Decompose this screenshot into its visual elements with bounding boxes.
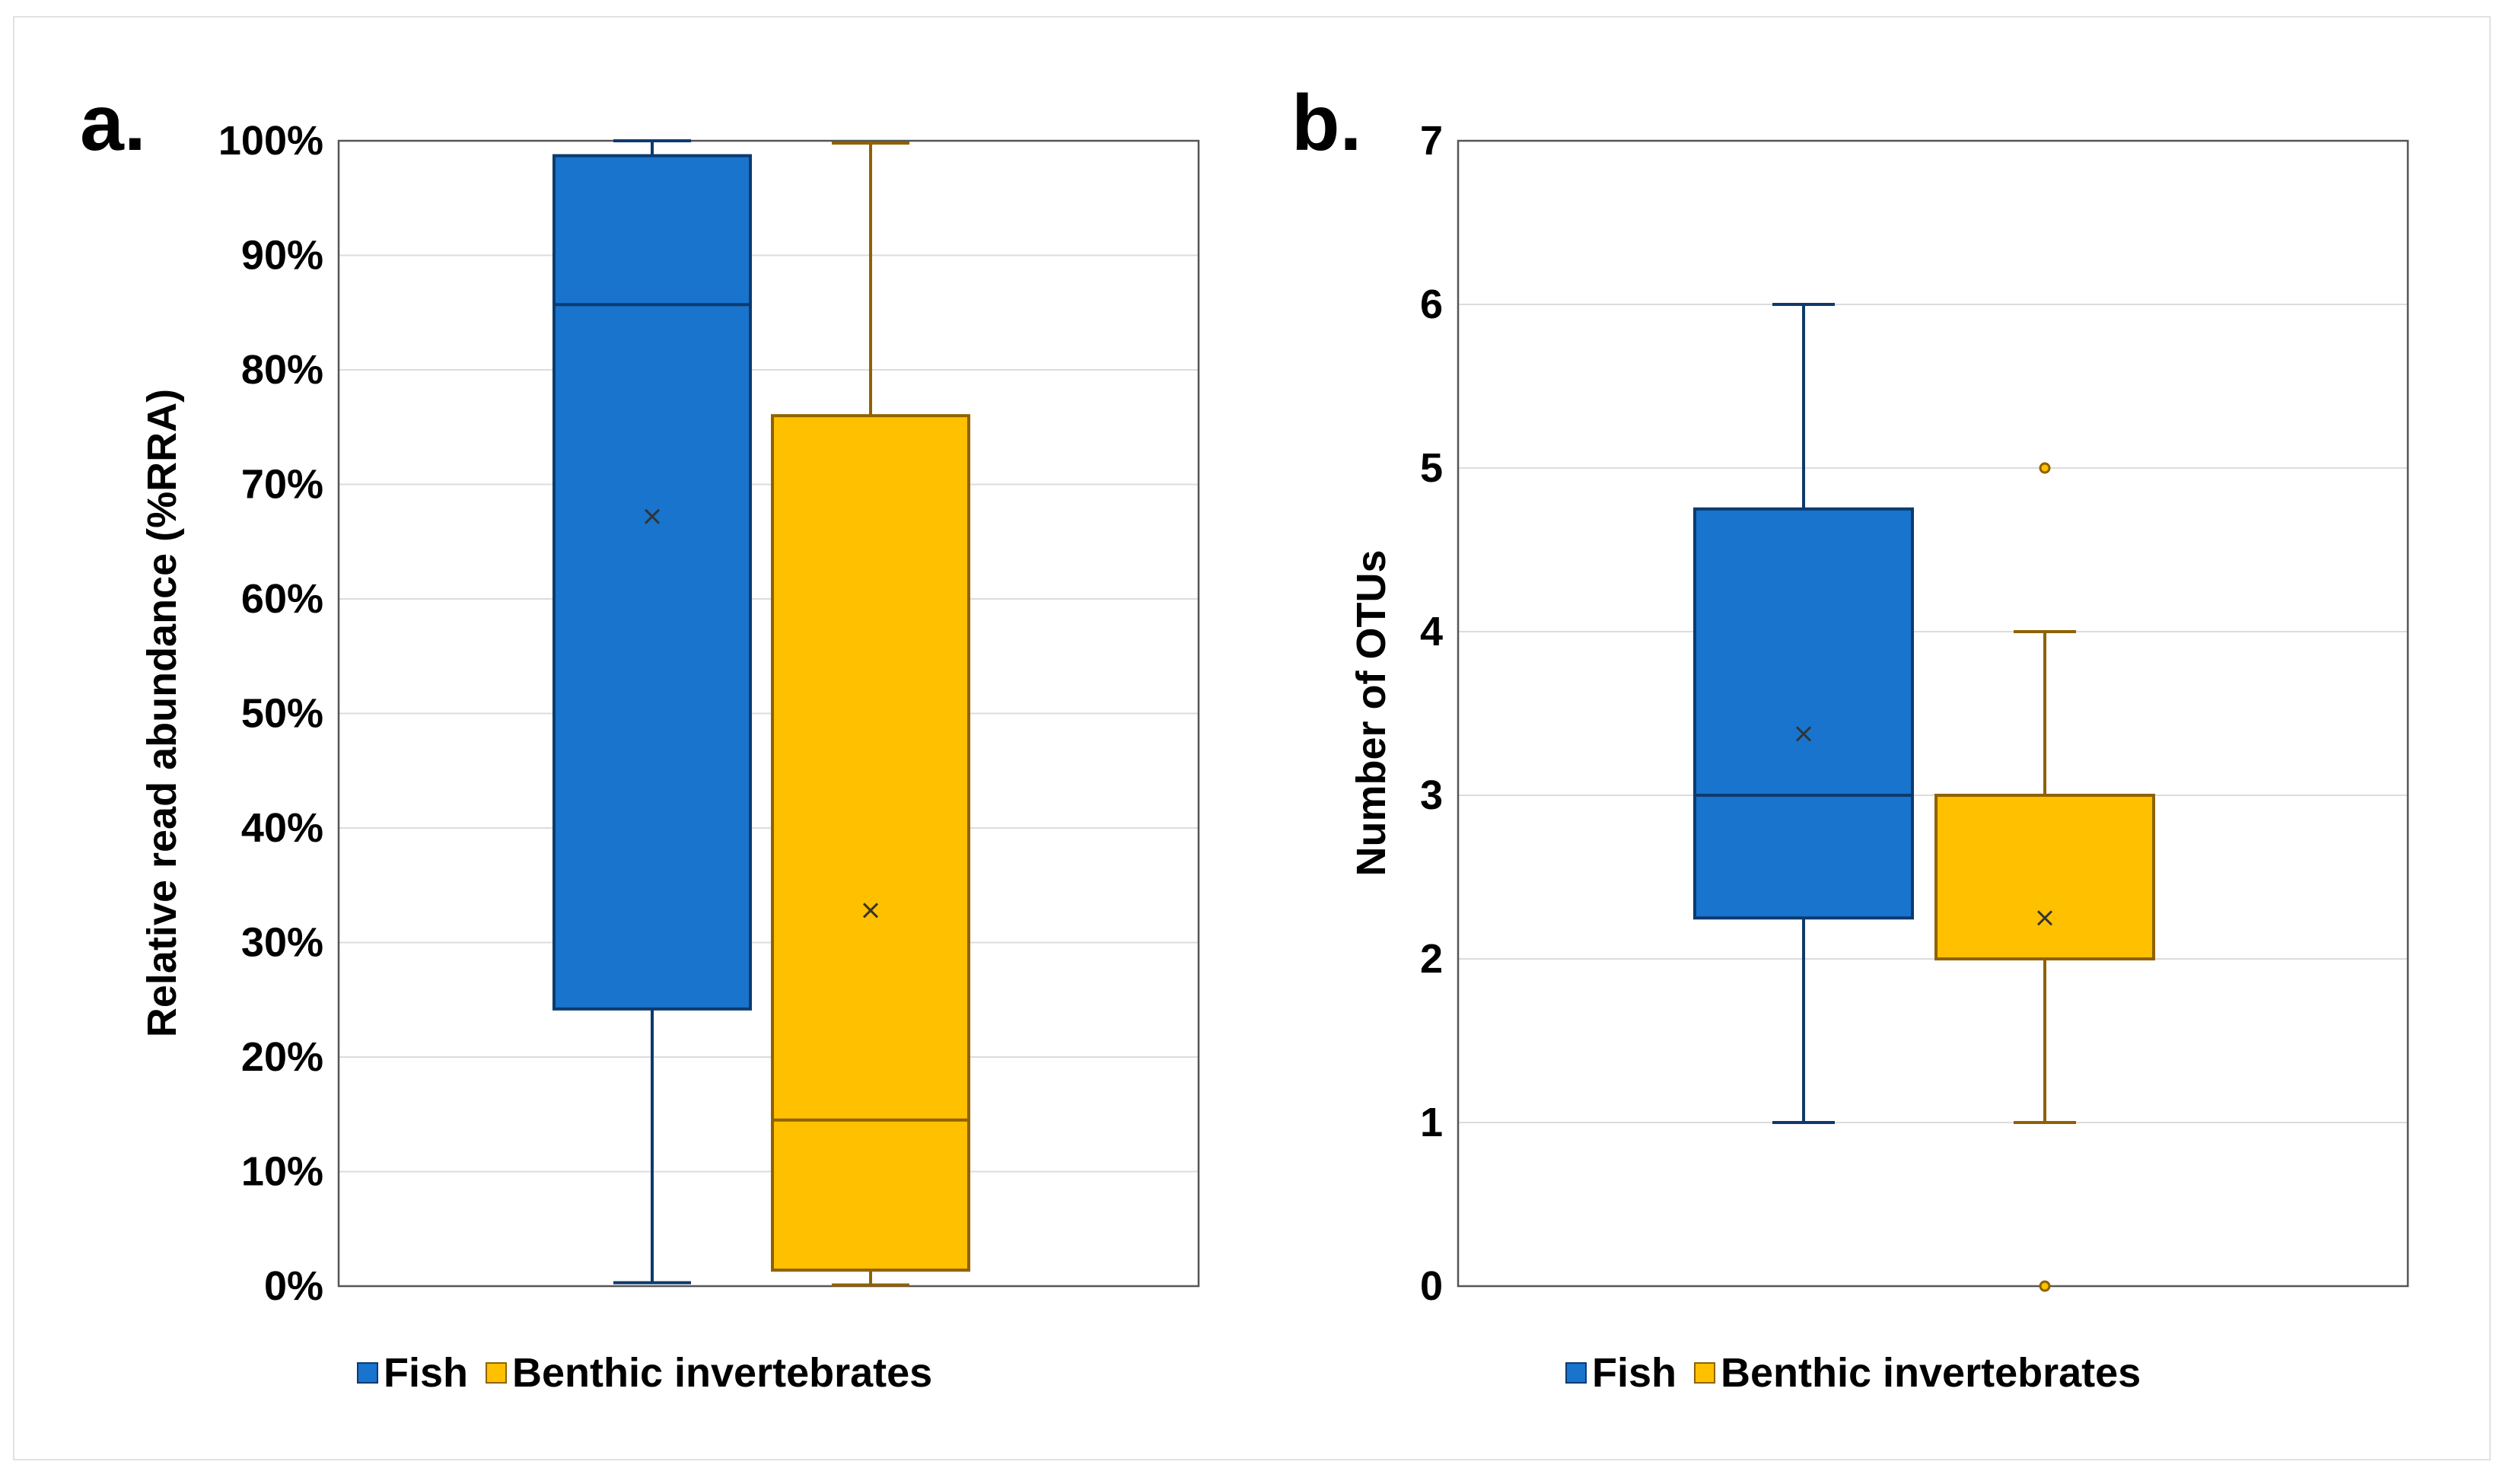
panel-a-legend: Fish Benthic invertebrates [357, 1350, 932, 1396]
panel-a-benthic-invertebrates-iqr-box [771, 414, 970, 1272]
panel-b-label: b. [1291, 79, 1361, 167]
panel-a-ytick-label: 100% [218, 118, 323, 164]
panel-a-label: a. [80, 79, 146, 167]
panel-a-ytick-label: 50% [241, 691, 323, 737]
panel-a-legend-swatch-benthic-invertebrates [486, 1362, 508, 1384]
panel-b-legend: Fish Benthic invertebrates [1565, 1350, 2141, 1396]
panel-b-ytick-label: 7 [1420, 118, 1443, 164]
panel-a-plot-area [337, 139, 1200, 1288]
panel-b-plot-area [1457, 139, 2409, 1288]
panel-a-ytick-label: 90% [241, 233, 323, 279]
panel-b-benthic-invertebrates-outlier-point [2039, 462, 2051, 474]
panel-b-ytick-label: 3 [1420, 772, 1443, 818]
panel-a-ytick-label: 80% [241, 347, 323, 393]
figure-frame [13, 16, 2491, 1460]
panel-a-fish-mean-marker [644, 508, 661, 524]
panel-b-benthic-invertebrates-iqr-box [1934, 794, 2155, 960]
panel-a-y-axis-title: Relative read abundance (%RRA) [139, 389, 185, 1037]
panel-b-legend-swatch-benthic-invertebrates [1694, 1362, 1716, 1384]
panel-b-legend-swatch-fish [1565, 1362, 1587, 1384]
panel-a-ytick-label: 20% [241, 1034, 323, 1080]
panel-a-ytick-label: 10% [241, 1149, 323, 1195]
panel-b-benthic-invertebrates-mean-marker [2036, 910, 2053, 926]
panel-b-ytick-label: 2 [1420, 936, 1443, 982]
panel-a-ytick-label: 30% [241, 920, 323, 966]
panel-a-chart: 0% 10% 20% 30% 40% 50% 60% 70% 80% 90% 100% Relativ… [80, 79, 1200, 1396]
panel-b-legend-label-benthic-invertebrates: Benthic invertebrates [1721, 1350, 2141, 1396]
panel-a-fish-box-group [552, 139, 752, 1285]
panel-b-fish-box-group [1693, 303, 1914, 1124]
panel-b-ytick-label: 0 [1420, 1263, 1443, 1309]
panel-b-y-axis-title: Number of OTUs [1349, 549, 1394, 876]
panel-a-ytick-label: 70% [241, 462, 323, 508]
panel-b-ytick-label: 5 [1420, 445, 1443, 491]
panel-a-benthic-invertebrates-mean-marker [862, 903, 879, 919]
panel-b-legend-label-fish: Fish [1592, 1350, 1677, 1396]
panel-b-benthic-invertebrates-outlier-point [2039, 1280, 2051, 1292]
panel-a-legend-label-fish: Fish [384, 1350, 468, 1396]
panel-b-fish-mean-marker [1795, 726, 1812, 742]
panel-a-legend-label-benthic-invertebrates: Benthic invertebrates [512, 1350, 932, 1396]
panel-a-fish-iqr-box [552, 154, 752, 1011]
panel-b-ytick-label: 1 [1420, 1100, 1443, 1145]
panel-b-chart: 0 1 2 3 4 5 6 7 Number of OTUs b. Fish Benthic inve… [1291, 79, 2409, 1396]
panel-b-benthic-invertebrates-box-group [1934, 462, 2155, 1292]
panel-b-ytick-label: 4 [1420, 609, 1443, 654]
panel-a-ytick-label: 60% [241, 576, 323, 622]
panel-a-ytick-label: 0% [264, 1263, 323, 1309]
panel-a-legend-swatch-fish [357, 1362, 378, 1384]
panel-a-benthic-invertebrates-box-group [771, 142, 970, 1287]
panel-a-ytick-label: 40% [241, 805, 323, 851]
panel-b-fish-iqr-box [1693, 507, 1914, 920]
panel-b-ytick-label: 6 [1420, 282, 1443, 327]
